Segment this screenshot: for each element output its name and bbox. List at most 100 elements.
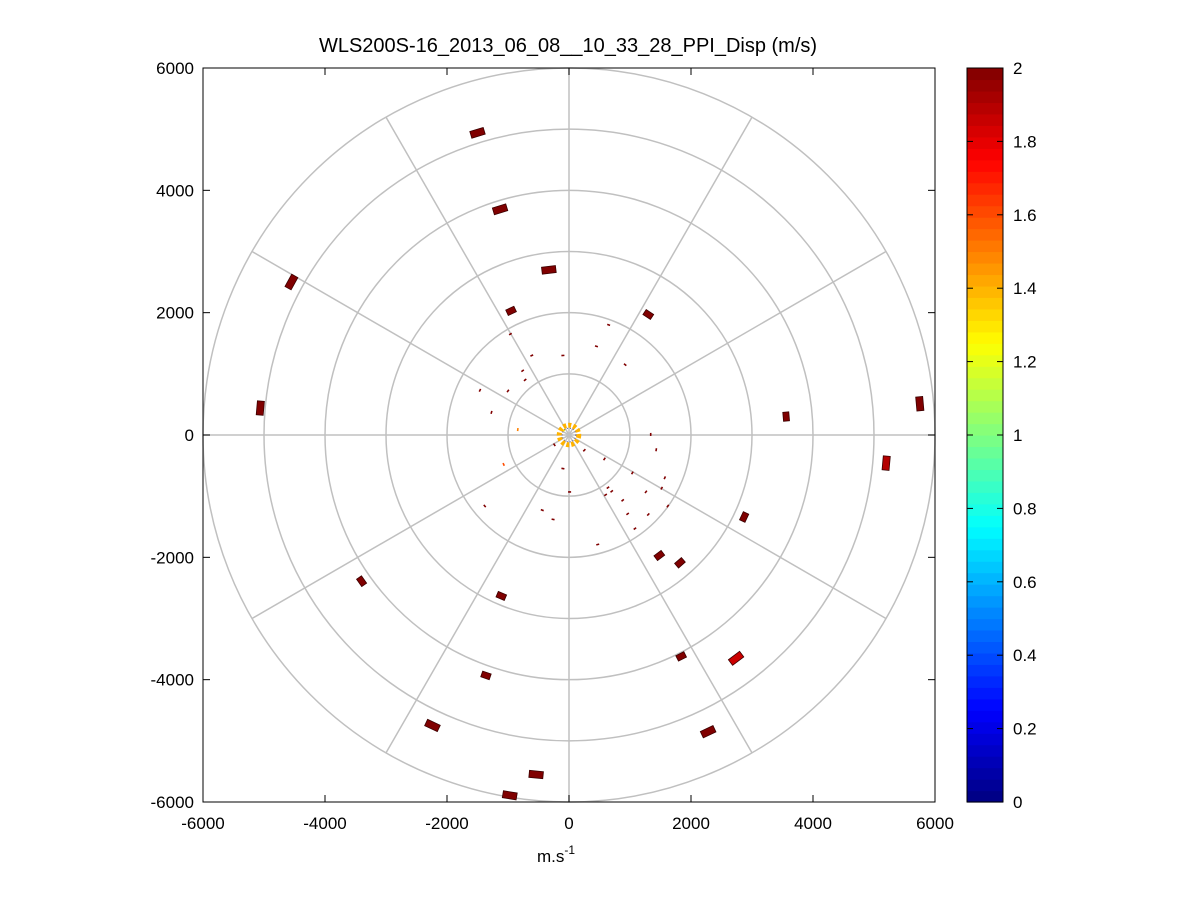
polar-spoke [251, 434, 570, 620]
colorbar-band [967, 790, 1003, 803]
colorbar-band [967, 90, 1003, 104]
polar-spoke [385, 116, 570, 436]
data-point [699, 725, 717, 739]
colorbar-gradient [967, 68, 1003, 803]
colorbar-band [967, 343, 1003, 356]
data-point [478, 388, 482, 392]
colorbar-band [967, 285, 1003, 298]
colorbar-band [967, 102, 1003, 115]
colorbar-band [967, 618, 1003, 631]
x-tick-label: -4000 [303, 814, 346, 833]
data-point [623, 363, 627, 367]
data-point [660, 486, 664, 490]
colorbar-band [967, 423, 1003, 436]
data-point [727, 650, 745, 666]
data-point [606, 323, 611, 327]
data-point [424, 718, 441, 733]
data-point [508, 332, 513, 336]
colorbar-band [967, 779, 1003, 792]
y-tick-label: -4000 [151, 671, 194, 690]
data-point [606, 486, 610, 490]
colorbar-band [967, 205, 1003, 218]
data-point [666, 504, 670, 508]
colorbar-band [967, 171, 1003, 184]
colorbar-band [967, 136, 1003, 149]
data-point [530, 354, 534, 357]
colorbar-band [967, 687, 1003, 700]
colorbar-band [967, 366, 1003, 379]
data-point [523, 378, 527, 382]
x-tick-label: -2000 [425, 814, 468, 833]
y-tick-label: 0 [185, 426, 194, 445]
colorbar-band [967, 228, 1003, 241]
colorbar-band [967, 503, 1003, 516]
colorbar-tick-label: 1 [1013, 426, 1022, 445]
colorbar-tick-label: 0 [1013, 793, 1022, 812]
data-point [596, 543, 600, 546]
data-point [603, 493, 608, 497]
x-axis-label-base: m.s [537, 847, 564, 866]
colorbar-ticks: 2 1.8 1.6 1.4 1.2 1 0.8 0.6 0.4 0.2 0 [967, 59, 1037, 812]
polar-spoke [568, 250, 887, 436]
data-point [483, 504, 487, 508]
y-tick-label: -6000 [151, 793, 194, 812]
y-tick-label: -2000 [151, 548, 194, 567]
colorbar-tick-label: 1.2 [1013, 353, 1037, 372]
colorbar-band [967, 240, 1003, 253]
data-point [782, 411, 790, 422]
data-point [610, 489, 614, 493]
colorbar-band [967, 744, 1003, 757]
data-point [568, 491, 572, 493]
colorbar-band [967, 480, 1003, 493]
colorbar-band [967, 274, 1003, 287]
colorbar-band [967, 354, 1003, 367]
center-marker [556, 422, 582, 448]
colorbar-band [967, 538, 1003, 551]
data-point [674, 557, 686, 569]
data-point [915, 396, 925, 412]
colorbar-tick-label: 0.4 [1013, 646, 1037, 665]
data-point [663, 476, 667, 480]
data-point [561, 467, 565, 470]
colorbar-band [967, 710, 1003, 723]
data-point [582, 448, 586, 452]
colorbar-band [967, 308, 1003, 321]
colorbar-band [967, 320, 1003, 333]
polar-spoke [568, 116, 753, 436]
colorbar-band [967, 561, 1003, 574]
colorbar-band [967, 526, 1003, 539]
colorbar-tick-label: 0.2 [1013, 720, 1037, 739]
data-point [501, 790, 518, 801]
y-tick-label: 6000 [156, 59, 194, 78]
data-point [561, 354, 565, 357]
x-axis-label: m.s-1 [537, 843, 575, 866]
data-point [491, 203, 509, 216]
colorbar-band [967, 652, 1003, 665]
colorbar-band [967, 584, 1003, 597]
colorbar-band [967, 721, 1003, 734]
data-point [516, 427, 519, 432]
colorbar-band [967, 664, 1003, 677]
x-axis-label-superscript: -1 [564, 843, 575, 857]
y-tick-label: 2000 [156, 304, 194, 323]
colorbar-band [967, 515, 1003, 528]
colorbar-tick-label: 1.6 [1013, 206, 1037, 225]
colorbar-band [967, 469, 1003, 482]
center-ring-inner [561, 427, 577, 443]
colorbar: 2 1.8 1.6 1.4 1.2 1 0.8 0.6 0.4 0.2 0 [966, 59, 1037, 812]
data-point [552, 443, 556, 447]
colorbar-band [967, 79, 1003, 92]
polar-spoke [251, 250, 570, 436]
data-point [602, 457, 606, 461]
colorbar-band [967, 607, 1003, 620]
data-point [469, 126, 486, 139]
data-point [520, 369, 525, 373]
colorbar-band [967, 113, 1003, 126]
colorbar-band [967, 251, 1003, 264]
colorbar-band [967, 446, 1003, 459]
data-point [621, 498, 625, 502]
colorbar-band [967, 148, 1003, 161]
colorbar-tick-label: 0.6 [1013, 573, 1037, 592]
data-point [490, 410, 493, 415]
